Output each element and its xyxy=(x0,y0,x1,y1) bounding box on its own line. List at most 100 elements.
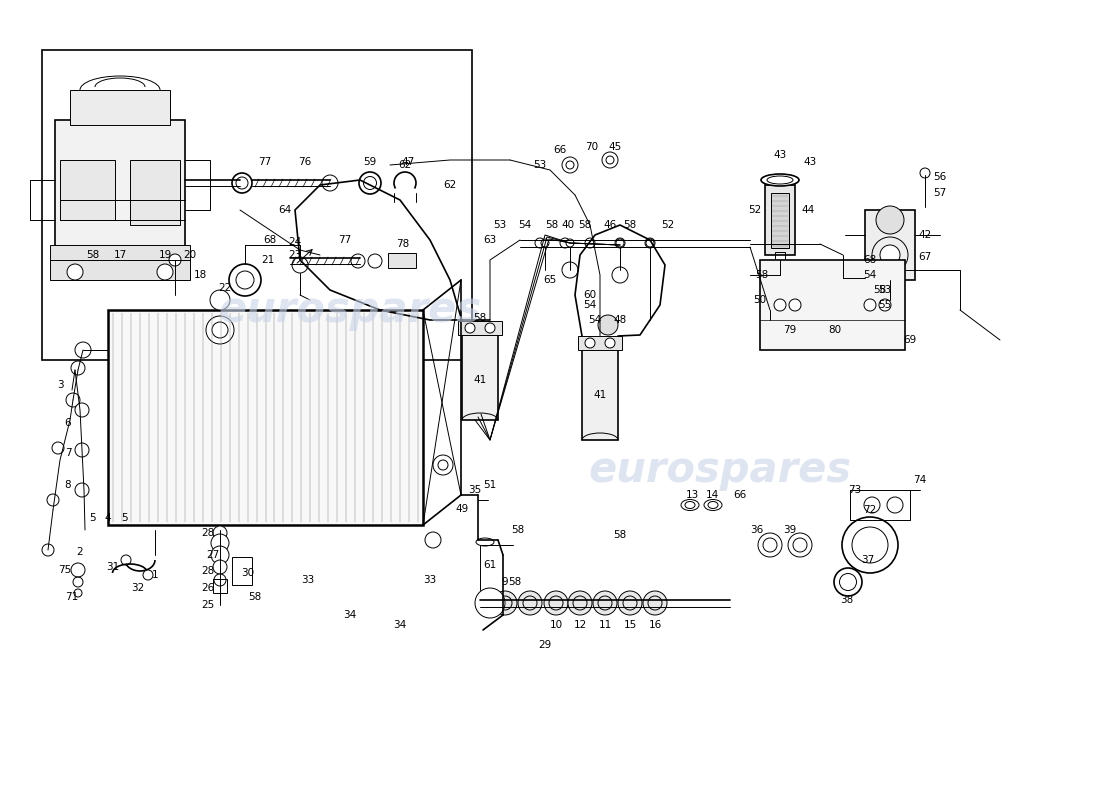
Circle shape xyxy=(864,497,880,513)
Text: 29: 29 xyxy=(538,640,551,650)
Text: 58: 58 xyxy=(508,577,521,587)
Bar xyxy=(232,557,252,585)
Ellipse shape xyxy=(704,499,722,510)
Circle shape xyxy=(568,591,592,615)
Text: eurospares: eurospares xyxy=(588,449,851,491)
Circle shape xyxy=(75,342,91,358)
Text: 26: 26 xyxy=(201,583,214,593)
Circle shape xyxy=(645,238,654,248)
Text: 11: 11 xyxy=(598,620,612,630)
Circle shape xyxy=(876,206,904,234)
Circle shape xyxy=(566,161,574,169)
Text: 58: 58 xyxy=(87,250,100,260)
Text: 54: 54 xyxy=(588,315,602,325)
Text: 58: 58 xyxy=(249,592,262,602)
Circle shape xyxy=(66,393,80,407)
Circle shape xyxy=(880,245,900,265)
Circle shape xyxy=(47,494,59,506)
Text: 57: 57 xyxy=(934,188,947,198)
Bar xyxy=(108,310,424,525)
Bar xyxy=(462,335,498,420)
Text: 54: 54 xyxy=(583,300,596,310)
Circle shape xyxy=(887,497,903,513)
Circle shape xyxy=(121,555,131,565)
Text: 7: 7 xyxy=(65,448,72,458)
Text: 43: 43 xyxy=(803,157,816,167)
Bar xyxy=(388,253,416,268)
Text: 67: 67 xyxy=(918,252,932,262)
Text: 77: 77 xyxy=(258,157,272,167)
Text: 36: 36 xyxy=(750,525,763,535)
Text: 21: 21 xyxy=(262,255,275,265)
Text: 39: 39 xyxy=(783,525,796,535)
Text: 54: 54 xyxy=(864,270,877,280)
Text: 50: 50 xyxy=(754,295,767,305)
Circle shape xyxy=(485,323,495,333)
Text: 44: 44 xyxy=(802,205,815,215)
Circle shape xyxy=(646,239,654,247)
Circle shape xyxy=(518,591,542,615)
Text: 77: 77 xyxy=(339,235,352,245)
Text: 10: 10 xyxy=(549,620,562,630)
Text: 58: 58 xyxy=(546,220,559,230)
Text: 8: 8 xyxy=(65,480,72,490)
Text: 59: 59 xyxy=(363,157,376,167)
Text: 78: 78 xyxy=(396,239,409,249)
Text: 51: 51 xyxy=(483,480,496,490)
Circle shape xyxy=(213,560,227,574)
Text: 58: 58 xyxy=(873,285,887,295)
Bar xyxy=(50,245,190,280)
Bar xyxy=(771,193,789,248)
Text: 32: 32 xyxy=(131,583,144,593)
Circle shape xyxy=(211,546,229,564)
Text: 68: 68 xyxy=(864,255,877,265)
Bar xyxy=(213,579,227,593)
Circle shape xyxy=(774,299,786,311)
Text: 58: 58 xyxy=(624,220,637,230)
Text: 22: 22 xyxy=(219,283,232,293)
Text: 18: 18 xyxy=(194,270,207,280)
Text: 73: 73 xyxy=(848,485,861,495)
Text: 24: 24 xyxy=(288,237,301,247)
Circle shape xyxy=(593,591,617,615)
Ellipse shape xyxy=(476,538,494,546)
Text: 27: 27 xyxy=(207,550,220,560)
Text: 30: 30 xyxy=(241,568,254,578)
Text: 19: 19 xyxy=(158,250,172,260)
Circle shape xyxy=(214,574,225,586)
Text: 6: 6 xyxy=(65,418,72,428)
Text: 37: 37 xyxy=(861,555,875,565)
Text: 5: 5 xyxy=(121,513,128,523)
Text: 3: 3 xyxy=(57,380,64,390)
Text: 2: 2 xyxy=(77,547,84,557)
Text: 66: 66 xyxy=(553,145,566,155)
Circle shape xyxy=(618,591,642,615)
Text: 80: 80 xyxy=(828,325,842,335)
Text: 64: 64 xyxy=(278,205,292,215)
Circle shape xyxy=(213,526,227,540)
Text: 76: 76 xyxy=(298,157,311,167)
Circle shape xyxy=(157,264,173,280)
Circle shape xyxy=(788,533,812,557)
Circle shape xyxy=(612,267,628,283)
Text: 47: 47 xyxy=(402,157,415,167)
Text: 35: 35 xyxy=(469,485,482,495)
Circle shape xyxy=(475,588,505,618)
Bar xyxy=(760,260,905,350)
Circle shape xyxy=(72,563,85,577)
Text: 48: 48 xyxy=(614,315,627,325)
Circle shape xyxy=(560,238,570,248)
Circle shape xyxy=(493,591,517,615)
Text: 34: 34 xyxy=(394,620,407,630)
Circle shape xyxy=(616,239,624,247)
Circle shape xyxy=(42,544,54,556)
Text: 1: 1 xyxy=(152,570,158,580)
Text: 68: 68 xyxy=(263,235,276,245)
Circle shape xyxy=(206,316,234,344)
Circle shape xyxy=(864,299,876,311)
Circle shape xyxy=(75,483,89,497)
Text: 56: 56 xyxy=(934,172,947,182)
Circle shape xyxy=(541,239,549,247)
Circle shape xyxy=(758,533,782,557)
Bar xyxy=(55,120,185,280)
